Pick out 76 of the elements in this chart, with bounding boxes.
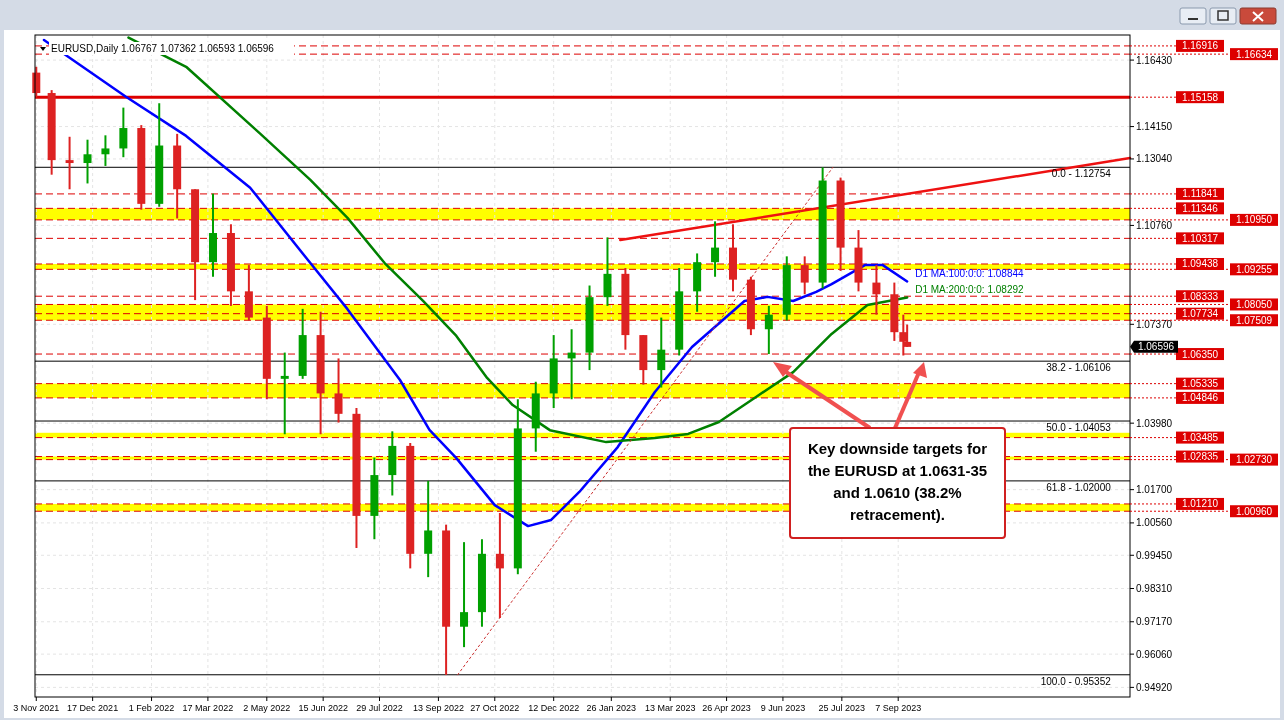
y-tick-label: 0.96060 — [1136, 648, 1173, 660]
x-tick-label: 26 Jan 2023 — [586, 703, 637, 713]
x-tick-label: 25 Jul 2023 — [818, 703, 866, 713]
y-tick-label: 0.98310 — [1136, 583, 1173, 595]
ref-line-label: 1.05335 — [1181, 378, 1219, 390]
y-tick-label: 1.00560 — [1136, 517, 1173, 529]
ref-line-label: 1.02835 — [1181, 451, 1219, 463]
ref-line-label: 1.16634 — [1235, 48, 1273, 60]
ref-line-label: 1.09255 — [1235, 263, 1273, 275]
y-tick-label: 0.97170 — [1136, 616, 1173, 628]
ref-line-label: 1.11346 — [1182, 202, 1219, 214]
y-tick-label: 1.10760 — [1136, 219, 1173, 231]
y-tick-label: 1.01700 — [1136, 484, 1173, 496]
ref-line-label: 1.06350 — [1181, 348, 1219, 360]
text: EURUSD,Daily 1.06767 1.07362 1.06593 1.06596 — [51, 43, 275, 54]
candlestick — [460, 541, 469, 649]
x-tick-label: 15 Jun 2022 — [298, 703, 348, 713]
annotation: Key downside targets for the EURUSD at 1.0631-35 and 1.0610 (38.2% retracement). — [807, 440, 988, 523]
x-tick-label: 1 Feb 2022 — [128, 703, 175, 713]
candlestick — [280, 351, 289, 436]
x-tick-label: 3 Nov 2021 — [13, 703, 60, 713]
series-label: D1 MA:200:0:0: 1.08292 — [915, 284, 1024, 296]
annotation: 61.8 - 1.02000 — [1046, 481, 1112, 493]
ref-line-label: 1.08050 — [1235, 298, 1273, 310]
candlestick — [872, 264, 881, 316]
candlestick — [65, 135, 74, 191]
y-tick-label: 1.14150 — [1136, 121, 1173, 133]
y-tick-label: 0.94920 — [1136, 681, 1173, 693]
ref-line-label: 1.00960 — [1235, 505, 1273, 517]
ref-line-label: 1.15158 — [1181, 91, 1219, 103]
ref-line-label: 1.03485 — [1181, 432, 1219, 444]
ref-line-label: 1.02730 — [1235, 454, 1273, 466]
y-tick-label: 1.03980 — [1136, 417, 1173, 429]
series-label: D1 MA:100:0:0: 1.08844 — [915, 268, 1024, 280]
candlestick — [764, 304, 773, 356]
candlestick — [424, 479, 433, 579]
x-tick-label: 9 Jun 2023 — [760, 703, 806, 713]
annotation: 50.0 - 1.04053 — [1046, 422, 1112, 434]
annotation: 38.2 - 1.06106 — [1046, 362, 1112, 374]
x-tick-label: 17 Dec 2021 — [67, 703, 119, 713]
ref-line-label: 1.07509 — [1235, 314, 1273, 326]
y-tick-label: 1.13040 — [1136, 153, 1173, 165]
candlestick — [101, 134, 110, 167]
candlestick — [899, 313, 908, 357]
ref-line-label: 1.16916 — [1181, 40, 1219, 52]
x-tick-label: 2 May 2022 — [243, 703, 291, 713]
x-tick-label: 13 Mar 2023 — [644, 703, 696, 713]
annotation: 100.0 - 0.95352 — [1040, 675, 1112, 687]
y-tick-label: 1.16430 — [1136, 54, 1173, 66]
y-tick-label: 1.07370 — [1136, 318, 1173, 330]
annotation: 0.0 - 1.12754 — [1051, 168, 1112, 180]
ref-line-label: 1.10317 — [1181, 232, 1219, 244]
candlestick — [657, 316, 666, 389]
x-tick-label: 27 Oct 2022 — [470, 703, 520, 713]
x-tick-label: 7 Sep 2023 — [875, 703, 922, 713]
ref-line-label: 1.10950 — [1235, 214, 1273, 226]
ref-line-label: 1.09438 — [1181, 258, 1219, 270]
candlestick — [711, 220, 720, 278]
x-tick-label: 12 Dec 2022 — [528, 703, 580, 713]
x-tick-label: 17 Mar 2022 — [182, 703, 234, 713]
text: 1.06596 — [1137, 341, 1175, 353]
ref-line-label: 1.08333 — [1181, 290, 1219, 302]
ref-line-label: 1.11841 — [1182, 188, 1219, 200]
ref-line-label: 1.07734 — [1181, 308, 1219, 320]
candlestick — [83, 138, 92, 185]
candlestick — [495, 511, 504, 619]
candlestick — [800, 255, 809, 296]
x-tick-label: 26 Apr 2023 — [702, 703, 751, 713]
candlestick — [603, 236, 612, 307]
ref-line-label: 1.01210 — [1181, 498, 1219, 510]
x-tick-label: 29 Jul 2022 — [356, 703, 403, 713]
y-tick-label: 0.99450 — [1136, 549, 1173, 561]
ref-line-label: 1.04846 — [1181, 392, 1219, 404]
candlestick — [119, 106, 128, 159]
x-tick-label: 13 Sep 2022 — [412, 703, 464, 713]
candlestick — [334, 357, 343, 424]
